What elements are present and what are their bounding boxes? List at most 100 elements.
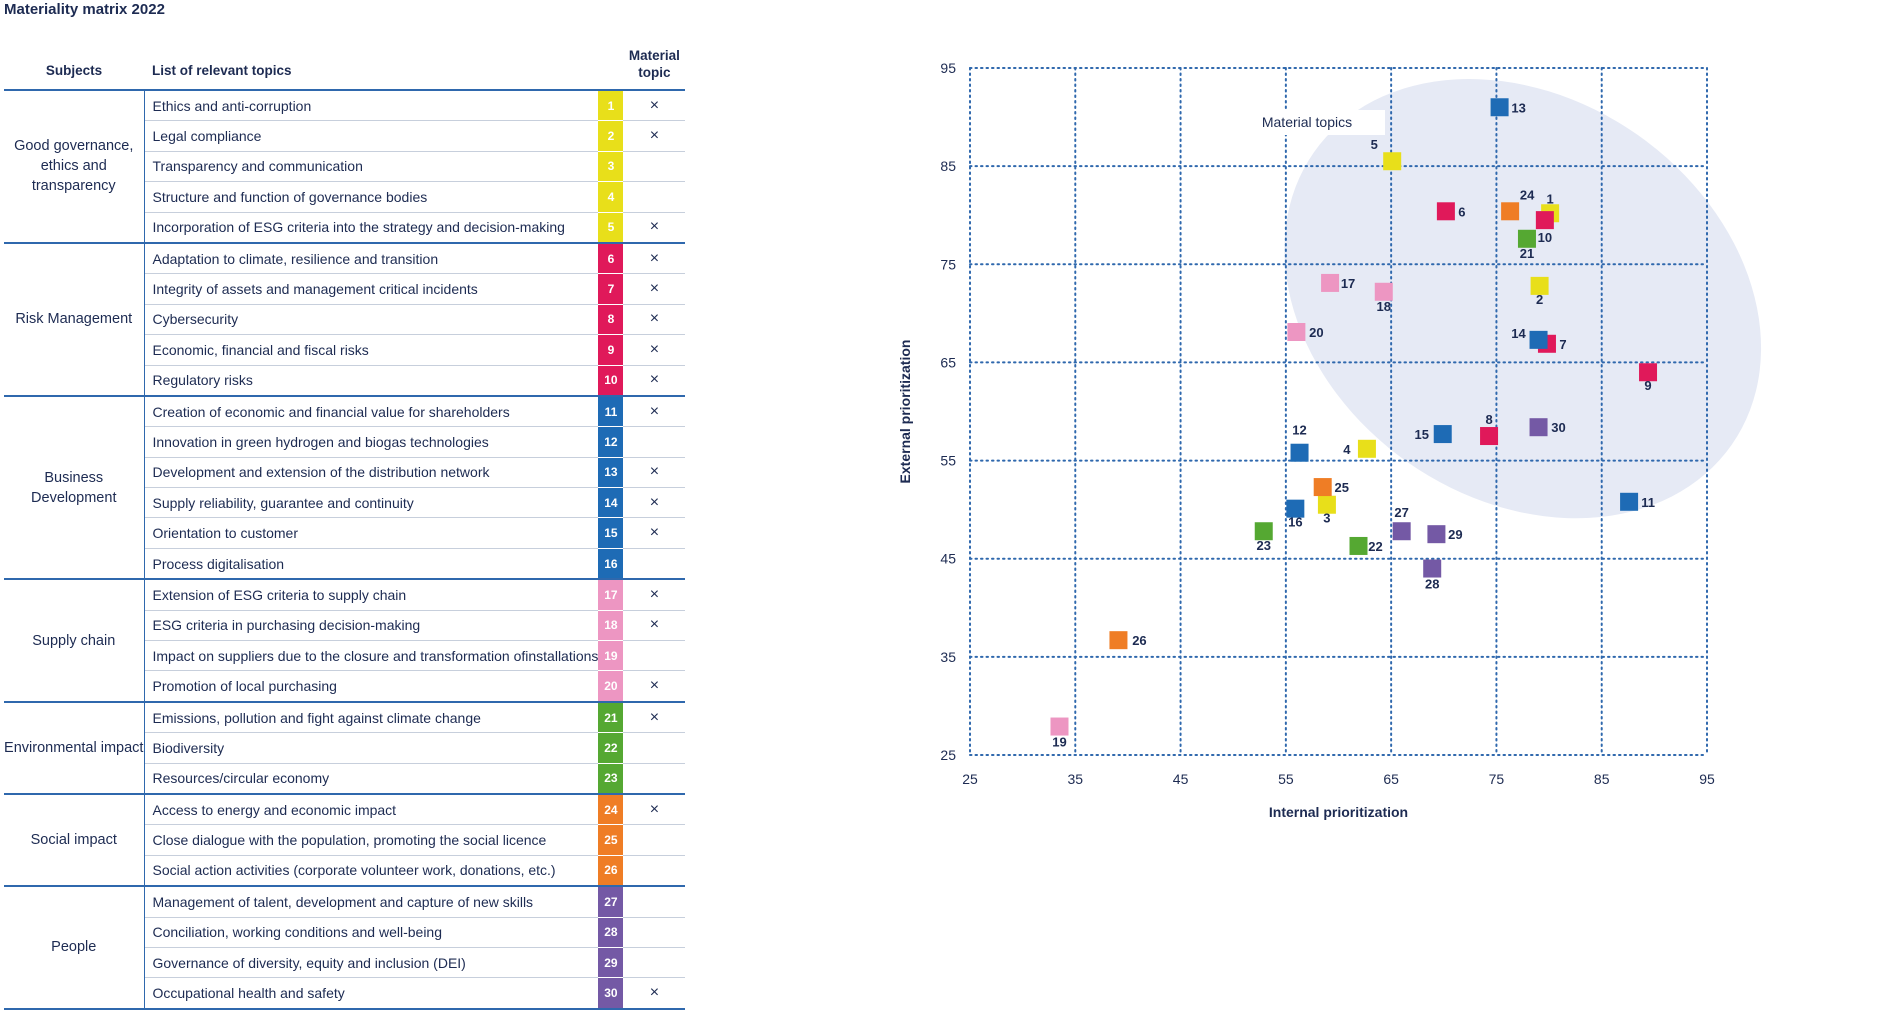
table-row: Social impact Access to energy and econom… bbox=[4, 792, 686, 888]
subject-cell: Business Development bbox=[4, 394, 145, 581]
topic-cell: Supply reliability, guarantee and contin… bbox=[144, 487, 599, 519]
topic-number-badge: 13 bbox=[598, 457, 624, 489]
y-axis-label: External prioritization bbox=[897, 340, 913, 484]
topic-number-badge: 19 bbox=[598, 640, 624, 672]
topic-number-badge: 11 bbox=[598, 394, 624, 428]
material-mark: × bbox=[623, 241, 686, 275]
point-label: 11 bbox=[1641, 495, 1655, 510]
topic-cell: Management of talent, development and ca… bbox=[144, 885, 599, 918]
material-mark bbox=[623, 763, 686, 795]
table-row: Incorporation of ESG criteria into the s… bbox=[4, 212, 686, 244]
data-point-12 bbox=[1290, 443, 1309, 462]
material-mark: × bbox=[623, 334, 686, 366]
material-mark: × bbox=[623, 700, 686, 734]
topic-cell: Ethics and anti-corruption bbox=[144, 89, 599, 122]
data-point-19 bbox=[1050, 717, 1069, 736]
subject-cell: Good governance, ethics and transparency bbox=[4, 89, 145, 244]
data-point-20 bbox=[1287, 323, 1306, 342]
data-point-28 bbox=[1423, 559, 1442, 578]
data-point-5 bbox=[1383, 152, 1402, 171]
material-mark: × bbox=[623, 394, 686, 428]
material-topics-region bbox=[1284, 79, 1762, 519]
topic-cell: Legal compliance bbox=[144, 120, 599, 152]
point-label: 17 bbox=[1341, 276, 1355, 291]
header-number bbox=[598, 30, 623, 90]
data-point-27 bbox=[1392, 522, 1411, 541]
topic-cell: Extension of ESG criteria to supply chai… bbox=[144, 578, 599, 611]
data-point-22 bbox=[1349, 536, 1368, 555]
y-tick-label: 85 bbox=[940, 158, 956, 174]
topic-cell: Adaptation to climate, resilience and tr… bbox=[144, 241, 599, 275]
topic-cell: Promotion of local purchasing bbox=[144, 670, 599, 703]
point-label: 5 bbox=[1371, 137, 1378, 152]
data-point-3 bbox=[1317, 495, 1336, 514]
topic-number-badge: 16 bbox=[598, 548, 624, 581]
table-row: Transparency and communication 3 bbox=[4, 151, 686, 183]
topic-number-badge: 23 bbox=[598, 763, 624, 795]
topic-number-badge: 24 bbox=[598, 792, 624, 826]
topic-number-badge: 10 bbox=[598, 365, 624, 397]
material-mark bbox=[623, 947, 686, 979]
material-mark: × bbox=[623, 578, 686, 611]
material-mark: × bbox=[623, 89, 686, 122]
material-mark: × bbox=[623, 365, 686, 397]
subject-cell: Risk Management bbox=[4, 241, 145, 397]
subject-cell: Social impact bbox=[4, 792, 145, 888]
data-point-10 bbox=[1535, 211, 1554, 230]
material-mark bbox=[623, 824, 686, 856]
subject-cell: Supply chain bbox=[4, 578, 145, 703]
point-label: 8 bbox=[1485, 412, 1492, 427]
table-body: Good governance, ethics and transparency… bbox=[4, 89, 686, 1010]
table-row: Orientation to customer 15 × bbox=[4, 517, 686, 549]
topic-number-badge: 17 bbox=[598, 578, 624, 611]
topic-cell: Incorporation of ESG criteria into the s… bbox=[144, 212, 599, 244]
header-topics: List of relevant topics bbox=[152, 63, 292, 78]
point-label: 26 bbox=[1132, 633, 1146, 648]
topic-cell: Emissions, pollution and fight against c… bbox=[144, 700, 599, 734]
x-tick-label: 45 bbox=[1173, 771, 1189, 787]
topic-number-badge: 3 bbox=[598, 151, 624, 183]
topic-number-badge: 29 bbox=[598, 947, 624, 979]
x-tick-label: 85 bbox=[1594, 771, 1610, 787]
table-row: Impact on suppliers due to the closure a… bbox=[4, 640, 686, 672]
data-point-26 bbox=[1109, 631, 1128, 650]
table-row: ESG criteria in purchasing decision-maki… bbox=[4, 610, 686, 642]
point-label: 18 bbox=[1377, 299, 1391, 314]
point-label: 13 bbox=[1511, 100, 1525, 115]
topic-cell: Structure and function of governance bod… bbox=[144, 181, 599, 213]
material-mark: × bbox=[623, 120, 686, 152]
table-row: Good governance, ethics and transparency… bbox=[4, 89, 686, 244]
header-subjects: Subjects bbox=[45, 63, 103, 78]
data-point-9 bbox=[1639, 363, 1658, 382]
data-point-24 bbox=[1501, 202, 1520, 221]
subject-cell: Environmental impact bbox=[4, 700, 145, 795]
table-header-row: Subjects List of relevant topics Materia… bbox=[4, 30, 685, 90]
point-label: 16 bbox=[1288, 515, 1302, 530]
data-point-11 bbox=[1620, 492, 1639, 511]
material-mark: × bbox=[623, 792, 686, 826]
data-point-14 bbox=[1529, 330, 1548, 349]
topic-cell: Occupational health and safety bbox=[144, 977, 599, 1010]
point-label: 29 bbox=[1448, 527, 1462, 542]
topic-cell: Integrity of assets and management criti… bbox=[144, 273, 599, 305]
table-row: Biodiversity 22 bbox=[4, 732, 686, 764]
point-label: 19 bbox=[1052, 735, 1066, 750]
table-row: People Management of talent, development … bbox=[4, 885, 686, 1010]
y-tick-label: 75 bbox=[940, 256, 956, 272]
topic-number-badge: 20 bbox=[598, 670, 624, 703]
point-label: 22 bbox=[1368, 539, 1382, 554]
point-label: 25 bbox=[1334, 480, 1348, 495]
page-title: Materiality matrix 2022 bbox=[4, 1, 165, 18]
material-mark bbox=[623, 181, 686, 213]
material-mark: × bbox=[623, 610, 686, 642]
y-tick-label: 35 bbox=[940, 649, 956, 665]
topic-cell: Access to energy and economic impact bbox=[144, 792, 599, 826]
topic-number-badge: 26 bbox=[598, 855, 624, 888]
topic-number-badge: 7 bbox=[598, 273, 624, 305]
table-row: Development and extension of the distrib… bbox=[4, 457, 686, 489]
topic-number-badge: 27 bbox=[598, 885, 624, 918]
material-mark: × bbox=[623, 212, 686, 244]
data-point-4 bbox=[1357, 439, 1376, 458]
data-point-30 bbox=[1529, 418, 1548, 437]
